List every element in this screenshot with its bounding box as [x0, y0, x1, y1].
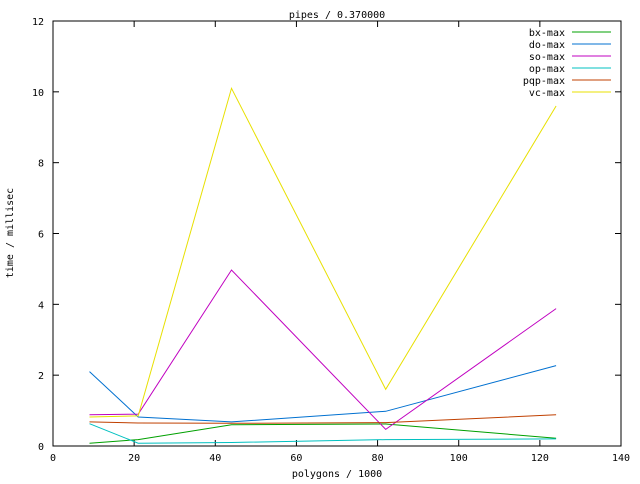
- series-line-bx-max: [89, 423, 557, 444]
- chart-title: pipes / 0.370000: [289, 10, 385, 21]
- x-tick-label: 20: [128, 453, 140, 464]
- y-tick-label: 4: [38, 300, 44, 311]
- series-line-do-max: [89, 365, 557, 423]
- x-tick-label: 80: [372, 453, 384, 464]
- x-tick-label: 120: [531, 453, 549, 464]
- x-tick-label: 100: [450, 453, 468, 464]
- series-line-so-max: [89, 269, 557, 431]
- legend-label-pqp-max: pqp-max: [523, 76, 565, 87]
- series-line-op-max: [89, 423, 557, 444]
- x-tick-label: 140: [612, 453, 630, 464]
- ticks-layer: 0 20 40 60 80 100 120 140 0 2 4 6 8 10 12: [32, 17, 630, 464]
- y-axis-label: time / millisec: [5, 188, 16, 278]
- y-tick-label: 10: [32, 88, 44, 99]
- legend-label-bx-max: bx-max: [529, 28, 565, 39]
- legend-label-so-max: so-max: [529, 52, 565, 63]
- series-line-pqp-max: [89, 414, 557, 424]
- x-tick-label: 40: [209, 453, 221, 464]
- legend-label-op-max: op-max: [529, 64, 565, 75]
- x-tick-label: 60: [290, 453, 302, 464]
- legend-label-do-max: do-max: [529, 40, 565, 51]
- legend-label-vc-max: vc-max: [529, 88, 565, 99]
- series-line-vc-max: [89, 86, 557, 418]
- y-tick-label: 2: [38, 371, 44, 382]
- y-tick-label: 0: [38, 442, 44, 453]
- x-tick-label: 0: [50, 453, 56, 464]
- y-tick-label: 12: [32, 17, 44, 28]
- y-tick-label: 8: [38, 159, 44, 170]
- y-tick-label: 6: [38, 230, 44, 241]
- x-axis-label: polygons / 1000: [292, 469, 382, 480]
- series-layer: [89, 86, 557, 444]
